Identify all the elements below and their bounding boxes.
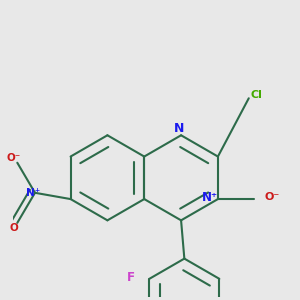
- Text: N⁺: N⁺: [26, 188, 40, 198]
- Text: N⁺: N⁺: [202, 191, 218, 204]
- Text: Cl: Cl: [251, 90, 263, 100]
- Text: N: N: [174, 122, 184, 135]
- Text: O⁻: O⁻: [264, 192, 280, 203]
- Text: O⁻: O⁻: [7, 153, 21, 163]
- Text: F: F: [128, 271, 135, 284]
- Text: O: O: [10, 223, 18, 233]
